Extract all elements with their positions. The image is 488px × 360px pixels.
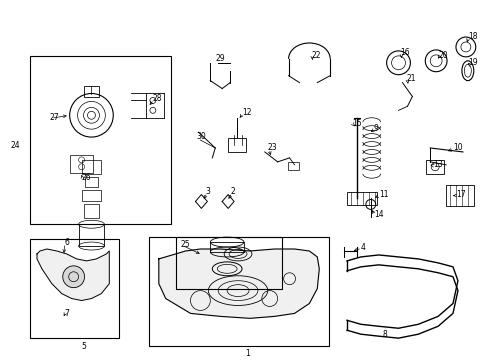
Text: 26: 26 bbox=[81, 173, 91, 182]
Text: 27: 27 bbox=[50, 113, 60, 122]
Bar bbox=[83, 204, 99, 218]
Polygon shape bbox=[37, 249, 109, 301]
Bar bbox=[30, 56, 170, 224]
Text: 7: 7 bbox=[64, 309, 69, 318]
Text: 1: 1 bbox=[245, 348, 250, 357]
Circle shape bbox=[62, 266, 84, 288]
Text: 22: 22 bbox=[311, 51, 320, 60]
Bar bbox=[83, 86, 99, 98]
Text: 24: 24 bbox=[10, 140, 20, 149]
Text: 28: 28 bbox=[153, 94, 162, 103]
Text: 6: 6 bbox=[64, 238, 69, 247]
Text: 4: 4 bbox=[360, 243, 365, 252]
Text: 18: 18 bbox=[467, 32, 476, 41]
Text: 29: 29 bbox=[215, 54, 224, 63]
Bar bbox=[175, 237, 281, 289]
Bar bbox=[346, 192, 376, 206]
Bar bbox=[69, 155, 93, 173]
Text: 13: 13 bbox=[432, 160, 442, 169]
Text: 21: 21 bbox=[406, 74, 415, 83]
Text: 10: 10 bbox=[452, 144, 462, 153]
Bar bbox=[84, 177, 98, 186]
Polygon shape bbox=[159, 249, 319, 318]
Text: 9: 9 bbox=[373, 124, 378, 133]
Text: 20: 20 bbox=[437, 51, 447, 60]
Text: 25: 25 bbox=[180, 239, 190, 248]
Bar bbox=[228, 138, 245, 152]
Text: 3: 3 bbox=[205, 187, 210, 196]
Bar bbox=[426, 160, 443, 174]
Bar bbox=[81, 190, 101, 202]
Text: 8: 8 bbox=[382, 330, 386, 339]
Bar bbox=[149, 237, 328, 346]
Text: 23: 23 bbox=[267, 144, 277, 153]
Text: 11: 11 bbox=[378, 190, 387, 199]
Bar bbox=[81, 160, 101, 174]
Text: 19: 19 bbox=[467, 58, 476, 67]
Bar bbox=[210, 242, 244, 252]
Text: 16: 16 bbox=[400, 48, 409, 57]
Text: 5: 5 bbox=[81, 342, 86, 351]
Bar bbox=[79, 224, 104, 246]
Text: 12: 12 bbox=[242, 108, 251, 117]
Text: 15: 15 bbox=[351, 119, 361, 128]
Text: 17: 17 bbox=[455, 190, 465, 199]
Bar bbox=[30, 239, 119, 338]
Bar bbox=[445, 185, 473, 206]
Text: 14: 14 bbox=[373, 210, 383, 219]
Text: 30: 30 bbox=[196, 132, 206, 141]
Bar bbox=[287, 162, 299, 170]
Text: 2: 2 bbox=[230, 187, 234, 196]
